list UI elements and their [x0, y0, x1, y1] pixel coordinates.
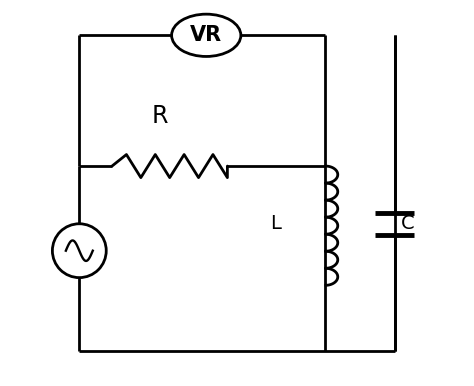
- Text: L: L: [270, 214, 281, 233]
- Text: VR: VR: [190, 25, 222, 45]
- Text: C: C: [401, 214, 415, 233]
- Circle shape: [53, 224, 106, 278]
- Ellipse shape: [172, 14, 241, 56]
- Text: R: R: [152, 104, 168, 128]
